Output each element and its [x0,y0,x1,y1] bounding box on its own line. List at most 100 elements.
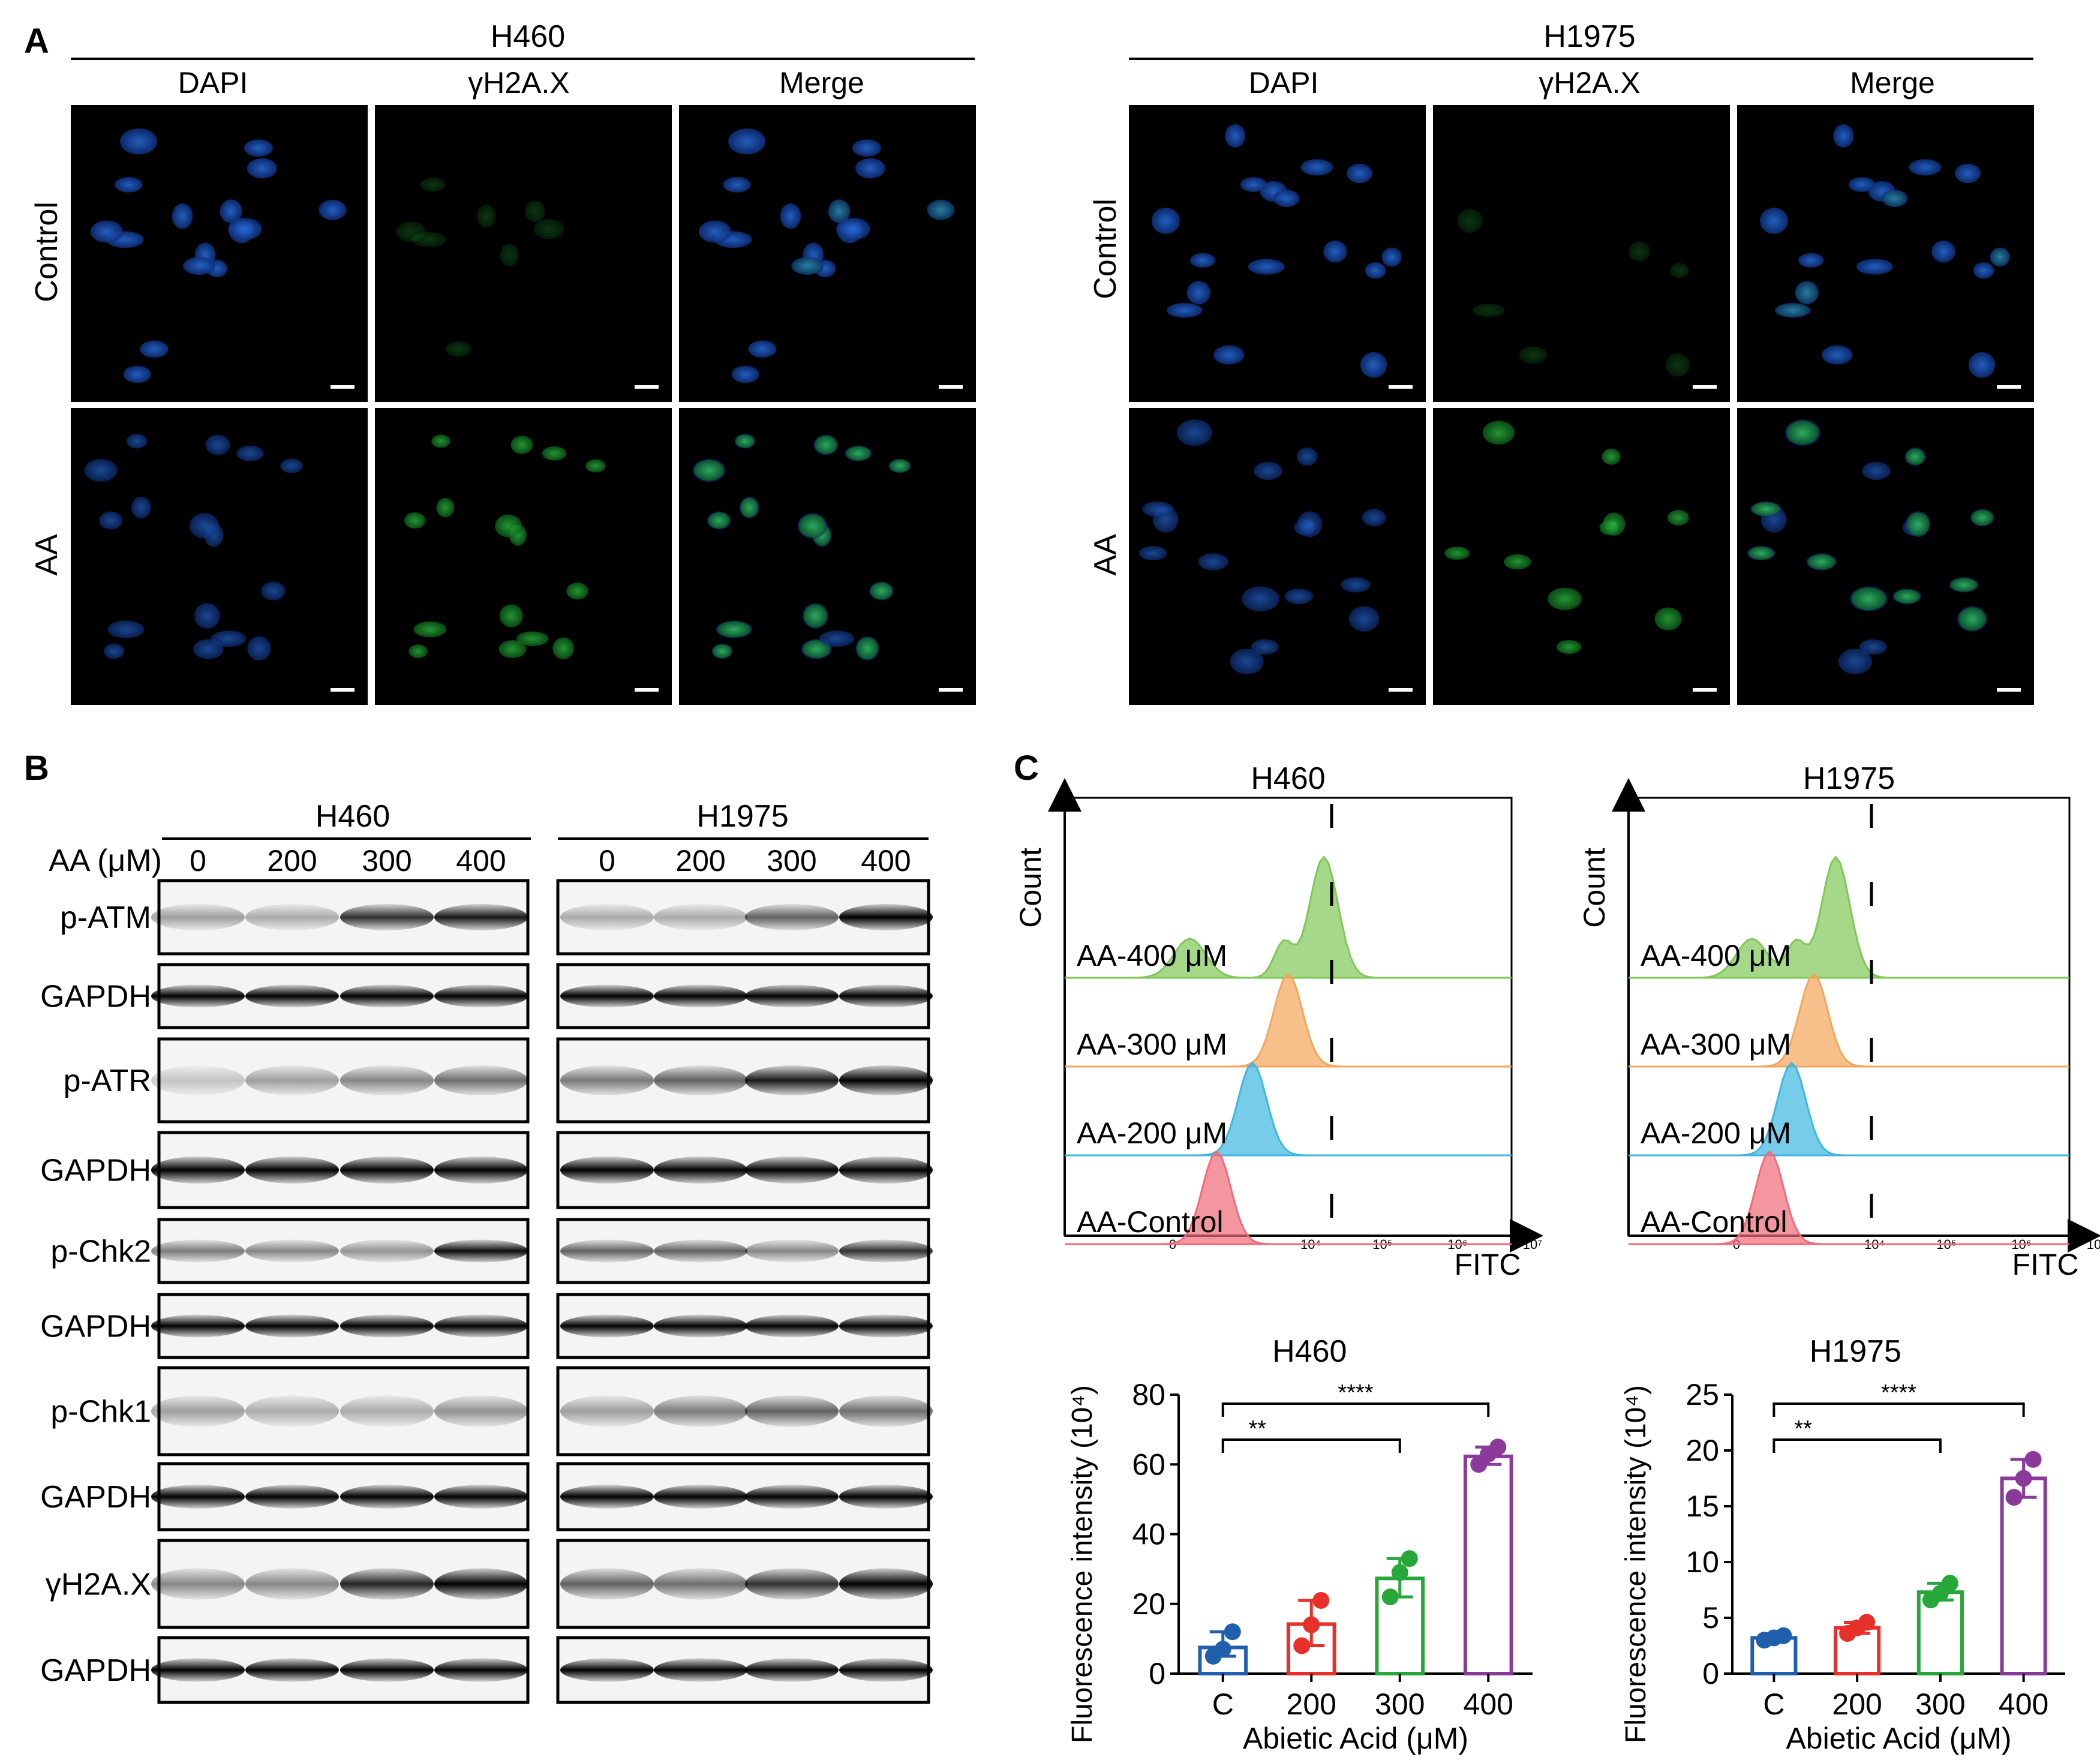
nucleus [1176,419,1212,446]
blot-band [245,1485,339,1509]
histogram-label: AA-300 μM [1641,1028,1791,1061]
nucleus [103,643,125,659]
blot-band [654,1065,747,1095]
flow-ylabel: Count [1014,848,1047,928]
nucleus [126,434,148,449]
nucleus [211,630,247,647]
gh2ax-focus [566,582,588,600]
flow-title: H1975 [1803,761,1895,796]
nucleus [1297,511,1323,537]
gh2ax-focus [829,200,849,222]
gh2ax-focus [846,446,871,461]
blot-band [654,984,747,1008]
gh2ax-focus [516,631,549,646]
y-tick-label: 0 [1702,1657,1719,1690]
blot-band [745,1314,839,1338]
blot-band [151,1658,245,1682]
flow-h1975: H1975CountFITC010⁴10⁵10⁶10⁷AA-400 μMAA-3… [1578,761,2100,1281]
micrograph-h460-aa-gh2ax [375,408,672,705]
blot-band [839,1239,933,1263]
gh2ax-focus [857,637,878,660]
gh2ax-focus [792,258,822,274]
blot-band [654,1568,747,1600]
data-point [1941,1575,1958,1592]
blot-band [560,1485,654,1509]
blot-band [245,1065,339,1095]
significance-label: ** [1248,1416,1266,1441]
gh2ax-focus [803,639,831,659]
nucleus [1856,259,1893,275]
micrograph-h1975-aa-dapi [1129,408,1426,705]
nucleus [1362,509,1386,527]
bar-chart-h460: H460 0 20 40 60 80 Fluorescence intensity (10⁴… [1066,1334,1533,1755]
panel-a-h460-merge-label: Merge [779,66,864,100]
bar [1463,1454,1513,1676]
x-tick-label: 200 [1287,1687,1336,1721]
nucleus [247,636,271,661]
panel-a-h460-gh2ax-label: γH2A.X [468,66,570,100]
nucleus [123,365,151,383]
significance-label: ** [1794,1416,1812,1441]
gh2ax-focus [1667,509,1689,525]
scale-bar [1389,688,1413,692]
blot-band [745,984,839,1008]
significance-label: **** [1881,1380,1916,1405]
blot-band [340,1314,434,1338]
blot-label: p-ATM [60,900,151,935]
y-tick-label: 20 [1686,1434,1719,1467]
nucleus [120,128,158,155]
nucleus [1248,259,1285,275]
histogram-label: AA-200 μM [1077,1116,1227,1150]
gh2ax-focus [525,200,545,222]
nucleus [172,203,193,229]
scale-bar [1693,688,1717,692]
blot-band [340,1568,434,1600]
nucleus [1360,352,1387,378]
nucleus [205,434,230,455]
nucleus [1254,461,1282,480]
nucleus [1909,159,1942,176]
significance-bracket [1221,1438,1401,1453]
panel-c: C H460CountFITC010⁴10⁵10⁶10⁷AA-400 μMAA-… [1014,749,2100,1755]
gh2ax-focus [815,436,837,454]
nucleus [247,158,277,179]
micrograph-h1975-control-gh2ax [1433,105,1730,402]
nucleus [1240,177,1267,192]
gh2ax-focus [498,639,527,659]
bar-ylabel: Fluorescence intensity (10⁴) [1066,1385,1098,1743]
blot-band [434,1239,528,1263]
blot-band [654,904,747,930]
panel-b-letter: B [24,749,49,788]
gh2ax-focus [1950,578,1978,592]
blot-band [745,1239,839,1263]
nucleus [228,218,262,241]
x-tick-label: C [1763,1687,1784,1721]
nucleus [1822,345,1853,365]
gh2ax-focus [1602,448,1621,465]
blot-band [434,1485,528,1509]
nucleus [98,511,123,530]
nucleus [131,497,151,519]
nucleus [1225,124,1246,148]
blot-band [434,1658,528,1682]
blot-band [745,1568,839,1600]
micrograph-h460-aa-merge [679,408,976,705]
gh2ax-focus [1444,546,1470,560]
blot-band [745,1658,839,1682]
histogram-label: AA-400 μM [1077,939,1227,972]
blot-band [560,1157,654,1184]
bar-xlabel: Abietic Acid (μM) [1786,1722,2011,1755]
scale-bar [939,688,963,692]
bar-xlabel: Abietic Acid (μM) [1243,1722,1468,1755]
micrograph-h1975-control-merge [1737,105,2034,402]
nucleus [1347,163,1373,184]
blot-band [839,1065,933,1095]
gh2ax-focus [1504,554,1531,570]
nucleus [1968,352,1996,378]
y-tick-label: 5 [1702,1601,1719,1635]
y-tick-label: 20 [1132,1587,1165,1621]
dose-label-h460: 0 [190,844,206,878]
blot-band [245,1239,339,1263]
blot-band [434,984,528,1008]
blot-band [560,1065,654,1095]
